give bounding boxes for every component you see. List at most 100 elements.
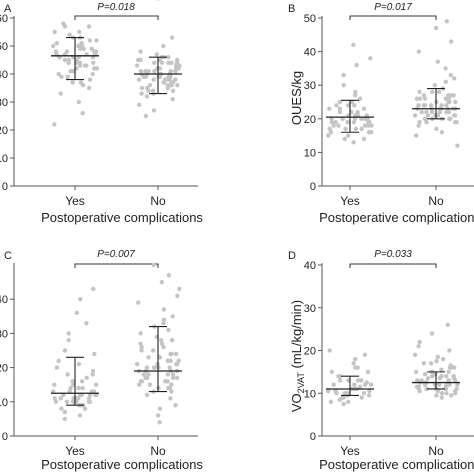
panel-b-x-tick-label: Yes xyxy=(340,194,360,208)
data-point xyxy=(169,389,174,394)
data-point xyxy=(62,348,68,353)
data-point xyxy=(355,109,360,115)
data-point xyxy=(361,391,367,396)
data-point xyxy=(87,399,93,404)
data-point xyxy=(366,393,372,398)
data-point xyxy=(439,103,444,108)
data-point xyxy=(157,406,163,411)
data-point xyxy=(64,49,70,54)
data-point xyxy=(331,382,336,387)
data-point xyxy=(168,396,173,401)
data-point xyxy=(437,376,443,381)
data-point xyxy=(452,76,457,81)
panel-a-p-value: P=0.018 xyxy=(97,2,135,13)
data-point xyxy=(80,385,85,391)
data-point xyxy=(355,365,360,370)
data-point xyxy=(414,96,420,101)
panel-b-y-tick-label: 30 xyxy=(304,80,316,92)
data-point xyxy=(366,130,372,135)
data-point xyxy=(146,355,151,360)
data-point xyxy=(52,122,57,127)
data-point xyxy=(417,89,422,95)
data-point xyxy=(412,113,418,118)
data-point xyxy=(443,386,448,392)
data-point xyxy=(443,79,449,85)
data-point xyxy=(136,77,142,82)
data-point xyxy=(337,378,343,383)
data-point xyxy=(435,354,441,360)
data-point xyxy=(161,320,166,326)
data-point xyxy=(166,55,171,60)
data-point xyxy=(328,130,334,135)
data-point xyxy=(422,382,428,387)
panel-b-y-tick-label: 0 xyxy=(310,181,316,193)
data-point xyxy=(80,111,85,116)
data-point xyxy=(174,57,180,63)
data-point xyxy=(343,126,348,132)
data-point xyxy=(84,63,89,68)
panel-b-plot: 0 10 20 30 40 50 Yes No xyxy=(304,13,474,208)
data-point xyxy=(337,397,343,402)
data-point xyxy=(170,97,175,102)
data-point xyxy=(87,77,93,82)
data-point xyxy=(432,83,438,88)
data-point xyxy=(138,331,143,336)
data-point xyxy=(62,416,68,422)
panel-d-y-tick-label: 40 xyxy=(304,260,316,272)
data-point xyxy=(444,373,449,379)
data-point xyxy=(365,369,371,375)
data-point xyxy=(353,93,358,98)
data-point xyxy=(419,378,424,383)
panel-c-plot: 0 10 20 30 40 Yes No xyxy=(0,262,198,458)
data-point xyxy=(422,96,428,101)
data-point xyxy=(351,42,356,48)
panel-d-letter: D xyxy=(288,250,296,262)
data-point xyxy=(157,355,163,360)
data-point xyxy=(70,69,76,74)
data-point xyxy=(434,393,439,398)
plot-marks: 0 10 20 30 40 50 60 Yes No 0 10 20 30 40 50 Yes No 0 10 20 3… xyxy=(0,0,474,458)
data-point xyxy=(351,119,357,125)
data-point xyxy=(135,57,141,63)
data-point xyxy=(152,69,157,74)
data-point xyxy=(70,382,76,387)
data-point xyxy=(416,49,422,54)
data-point xyxy=(341,83,346,88)
data-point xyxy=(444,103,449,108)
data-point xyxy=(68,385,73,391)
data-point xyxy=(444,19,450,24)
data-point xyxy=(158,338,164,343)
panel-a-y-tick-label: 40 xyxy=(0,69,8,81)
data-point xyxy=(92,351,97,357)
panel-a-y-tick-label: 60 xyxy=(0,13,8,25)
data-point xyxy=(424,119,429,125)
data-point xyxy=(59,406,64,411)
data-point xyxy=(143,113,149,119)
panel-a-x-tick-label: No xyxy=(150,194,166,208)
data-point xyxy=(174,375,180,381)
data-point xyxy=(452,365,457,370)
data-point xyxy=(74,310,80,316)
data-point xyxy=(425,376,431,381)
data-point xyxy=(70,80,75,85)
data-point xyxy=(359,378,364,383)
data-point xyxy=(94,66,100,71)
panel-a-y-tick-label: 30 xyxy=(0,97,8,109)
data-point xyxy=(334,103,339,108)
panel-c-y-tick-label: 40 xyxy=(0,294,8,306)
data-point xyxy=(77,413,83,418)
data-point xyxy=(137,382,142,387)
data-point xyxy=(169,83,174,88)
data-point xyxy=(365,123,371,128)
data-point xyxy=(53,399,59,404)
data-point xyxy=(86,85,92,91)
data-point xyxy=(76,396,81,401)
data-point xyxy=(78,80,84,85)
data-point xyxy=(89,46,94,51)
data-point xyxy=(155,66,160,71)
data-point xyxy=(90,372,95,377)
data-point xyxy=(352,382,357,387)
panel-c-y-tick-label: 10 xyxy=(0,397,8,409)
data-point xyxy=(76,361,82,367)
data-point xyxy=(141,372,146,377)
